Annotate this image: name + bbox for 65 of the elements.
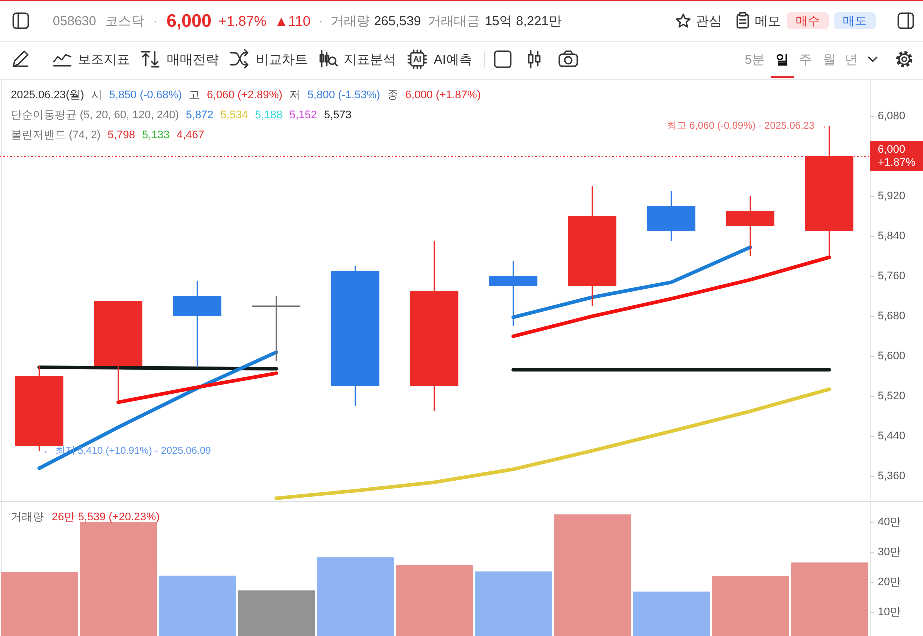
y-tick-label: 5,600 (878, 350, 906, 362)
annotation: 2025.06.23(월) (11, 90, 84, 102)
annotation: 5,133 (142, 130, 170, 142)
text: 5분 (745, 52, 766, 67)
text: 6,000 (166, 11, 212, 31)
annotation: 4,467 (176, 130, 204, 142)
text: 매매전략 (167, 52, 219, 67)
y-tick-label: 5,680 (878, 310, 906, 322)
annotation: 종 (387, 90, 398, 102)
annotation: 5,152 (290, 110, 318, 122)
text: +1.87% (218, 13, 267, 29)
y-tick-label: 30만 (878, 546, 902, 558)
text: 265,539 (374, 14, 422, 28)
text: AI예측 (434, 52, 472, 67)
annotation: 5,534 (220, 110, 248, 122)
text: AI (414, 55, 422, 64)
y-tick-label: 5,760 (878, 270, 906, 282)
control-sell-button: 매도 (834, 12, 876, 30)
annotation: 저 (290, 90, 301, 102)
text: 월 (823, 52, 836, 67)
text: 일 (776, 52, 789, 67)
candlestick (489, 260, 538, 328)
annotation: 5,850 (-0.68%) (109, 90, 182, 102)
text: 년 (845, 52, 858, 67)
y-tick-label: 5,920 (878, 190, 906, 202)
text: 관심 (696, 14, 722, 28)
annotation: 5,872 (186, 110, 214, 122)
y-tick-label: 40만 (878, 516, 902, 528)
text: 메모 (755, 14, 781, 28)
text: 지표분석 (344, 52, 396, 67)
text: 058630 (53, 14, 96, 28)
text: 코스닥 (105, 14, 144, 28)
text: 거래대금 (428, 14, 480, 28)
y-tick-label: 5,360 (878, 470, 906, 482)
y-tick-label: 10만 (878, 606, 902, 619)
annotation: 6,060 (+2.89%) (207, 90, 283, 102)
control-buy-button: 매수 (787, 12, 829, 30)
text: 비교차트 (256, 52, 308, 67)
annotation: 볼린저밴드 (74, 2) (11, 130, 101, 142)
annotation: 26만 5,539 (+20.23%) (52, 512, 160, 524)
y-tick-label: 20만 (878, 576, 902, 589)
y-tick-label: 6,080 (878, 110, 906, 122)
text: 거래량 (331, 14, 370, 28)
annotation: 최고 6,060 (-0.99%) - 2025.06.23 → (666, 121, 828, 132)
candlestick (252, 296, 302, 362)
ref-line-label: 6,000 +1.87% (878, 144, 916, 169)
text: 거래량 (11, 512, 44, 524)
annotation: 5,573 (324, 110, 352, 122)
y-tick-label: 5,840 (878, 230, 906, 242)
text: · (153, 14, 158, 28)
annotation: 5,798 (108, 130, 136, 142)
text: ▲110 (274, 13, 312, 29)
annotation: 5,188 (255, 110, 283, 122)
annotation: 5,800 (-1.53%) (308, 90, 380, 102)
annotation: 고 (189, 90, 200, 102)
text: · (318, 14, 324, 28)
line-series (274, 388, 832, 500)
text: 보조지표 (78, 52, 130, 67)
y-tick-label: 5,440 (878, 430, 906, 442)
annotation: 단순이동평균 (5, 20, 60, 120, 240) (11, 110, 180, 122)
annotation: 6,000 (+1.87%) (405, 90, 481, 102)
annotation: 시 (91, 90, 102, 102)
text: 15억 8,221만 (485, 14, 562, 28)
y-tick-label: 5,520 (878, 390, 906, 402)
text: 주 (799, 52, 812, 67)
